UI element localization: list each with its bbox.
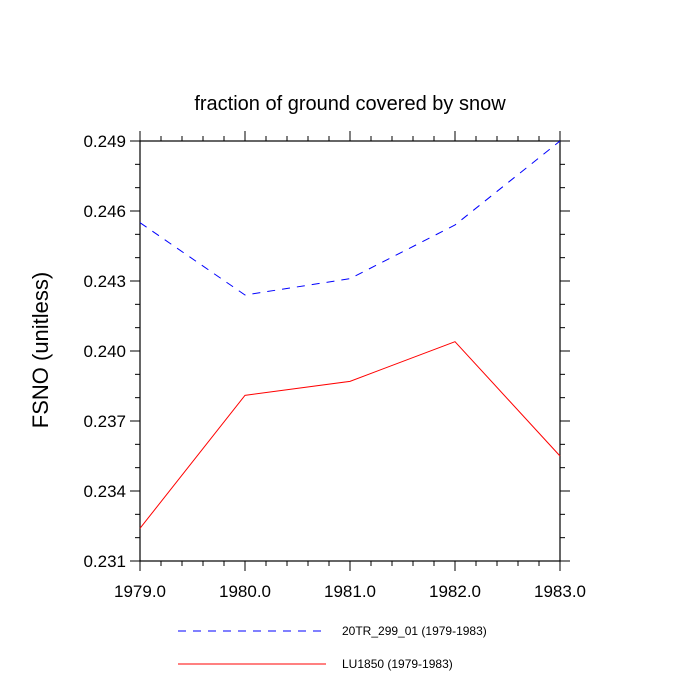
plot-border [139, 140, 561, 562]
legend-label-1: 20TR_299_01 (1979-1983) [342, 624, 487, 638]
y-tick-label: 0.246 [83, 202, 126, 221]
axis-ticks: 0.231 0.234 0.237 0.240 0.243 0.246 0.249 1979.… [83, 131, 586, 601]
series-line-2 [139, 341, 561, 529]
x-tick-label: 1982.0 [429, 582, 481, 601]
y-tick-label: 0.237 [83, 412, 126, 431]
legend: 20TR_299_01 (1979-1983) LU1850 (1979-1983… [178, 624, 487, 671]
y-tick-label: 0.249 [83, 132, 126, 151]
y-tick-label: 0.240 [83, 342, 126, 361]
series-line-1 [139, 140, 561, 296]
series-layer [139, 140, 561, 529]
legend-label-2: LU1850 (1979-1983) [342, 657, 453, 671]
x-tick-label: 1983.0 [534, 582, 586, 601]
y-axis-label: FSNO (unitless) [28, 272, 53, 428]
chart-title: fraction of ground covered by snow [194, 93, 506, 115]
y-tick-label: 0.243 [83, 272, 126, 291]
x-tick-label: 1980.0 [219, 582, 271, 601]
y-tick-label: 0.234 [83, 482, 126, 501]
x-tick-label: 1979.0 [114, 582, 166, 601]
y-tick-label: 0.231 [83, 552, 126, 571]
plot-frame [139, 140, 561, 562]
x-tick-label: 1981.0 [324, 582, 376, 601]
